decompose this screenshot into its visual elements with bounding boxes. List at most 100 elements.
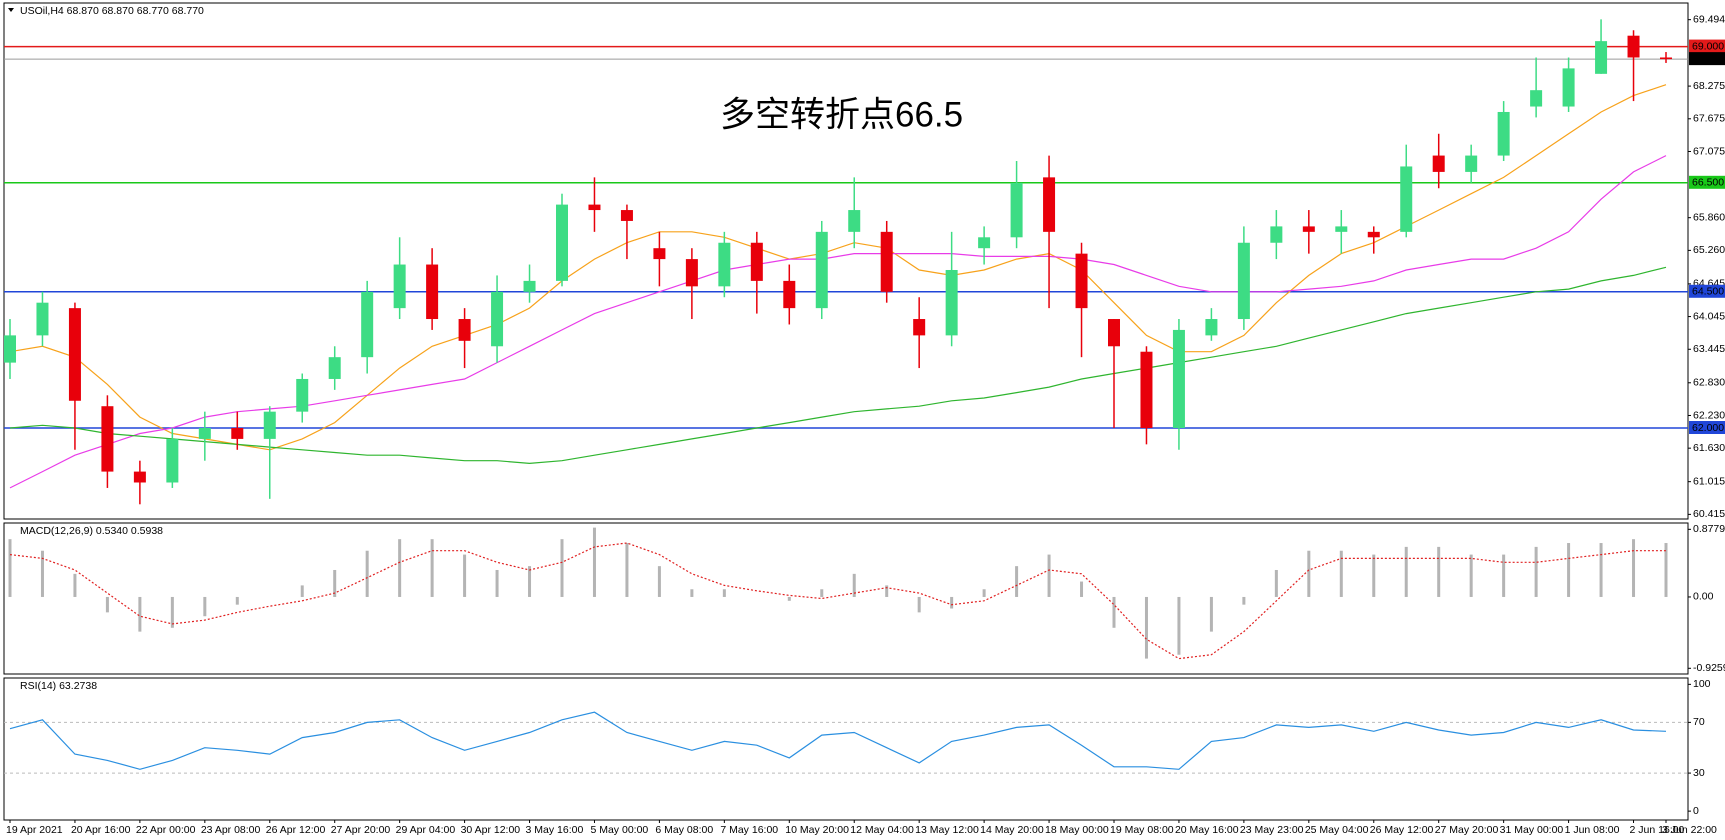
histogram-bar [1177, 596, 1181, 655]
x-tick-label: 23 May 23:00 [1240, 824, 1304, 836]
x-tick-label: 7 May 16:00 [720, 824, 778, 836]
annotation: 多空转折点66.5 [720, 95, 963, 134]
y-tick-label: 63.445 [1693, 343, 1725, 355]
candle-body [620, 210, 633, 221]
y-tick-label: 30 [1693, 767, 1705, 779]
candle-body [1108, 319, 1120, 347]
panel-title: RSI(14) 63.2738 [20, 680, 97, 692]
candle-body [166, 438, 179, 483]
candle-body [1043, 177, 1056, 232]
histogram-bar [657, 566, 661, 597]
candle-body [198, 428, 211, 439]
histogram-bar [1567, 543, 1571, 597]
candle-body [913, 319, 926, 336]
x-tick-label: 26 Apr 12:00 [266, 824, 326, 836]
histogram-bar [1437, 546, 1441, 597]
histogram-bar [787, 596, 791, 601]
candle-body [1465, 155, 1478, 172]
x-tick-label: 31 May 00:00 [1500, 824, 1564, 836]
histogram-bar [917, 596, 921, 613]
histogram-bar [690, 589, 694, 597]
candle-body [1335, 226, 1348, 232]
y-tick-label: 67.675 [1693, 113, 1725, 125]
price-label: 68.770 [1692, 53, 1724, 65]
histogram-bar [625, 543, 629, 597]
candle-body [1400, 166, 1413, 232]
candle-body [1432, 155, 1445, 172]
indicator-line [9, 542, 1666, 660]
candle-body [978, 237, 991, 249]
y-tick-label: 69.494 [1693, 13, 1725, 25]
candle-body [491, 291, 504, 347]
y-tick-label: 0.8779 [1693, 523, 1725, 535]
histogram-bar [885, 585, 889, 597]
histogram-bar [333, 569, 337, 597]
y-tick-label: 61.630 [1693, 442, 1725, 454]
x-tick-label: 30 Apr 12:00 [461, 824, 521, 836]
x-tick-label: 25 May 04:00 [1305, 824, 1369, 836]
x-tick-label: 10 May 20:00 [785, 824, 849, 836]
price-label-box [1689, 175, 1725, 189]
x-tick-label: 18 May 00:00 [1045, 824, 1109, 836]
x-tick-label: 3 Jun 22:00 [1662, 824, 1717, 836]
candle-body [393, 264, 406, 309]
price-label-box [1689, 421, 1725, 435]
histogram-bar [1404, 546, 1408, 597]
x-tick-label: 14 May 20:00 [980, 824, 1044, 836]
y-tick-label: 60.415 [1693, 508, 1725, 520]
candle-body [328, 357, 341, 379]
histogram-bar [1015, 566, 1019, 597]
candle-body [653, 248, 666, 260]
y-tick-label: 0.00 [1693, 591, 1714, 603]
x-tick-label: 22 Apr 00:00 [136, 824, 196, 836]
candle-body [1562, 68, 1575, 107]
histogram-bar [398, 539, 402, 597]
x-tick-label: 19 May 08:00 [1110, 824, 1174, 836]
candle-body [296, 378, 309, 412]
candle-body [1627, 35, 1640, 58]
candle-body [815, 231, 828, 309]
x-tick-label: 27 May 20:00 [1435, 824, 1499, 836]
histogram-bar [138, 596, 142, 632]
panel-frame [3, 2, 1689, 520]
histogram-bar [1372, 554, 1376, 597]
y-tick-label: 65.860 [1693, 211, 1725, 223]
histogram-bar [365, 550, 369, 597]
histogram-bar [1632, 539, 1636, 597]
histogram-bar [592, 527, 596, 597]
x-tick-label: 23 Apr 08:00 [201, 824, 261, 836]
histogram-bar [852, 573, 856, 597]
x-tick-label: 19 Apr 2021 [6, 824, 63, 836]
candle-body [101, 406, 114, 472]
histogram-bar [1339, 550, 1343, 597]
candle-body [718, 242, 731, 287]
price-label: 62.000 [1692, 422, 1724, 434]
histogram-bar [105, 596, 109, 613]
candle-body [1302, 226, 1315, 232]
candle-body [588, 204, 601, 211]
histogram-bar [203, 596, 207, 617]
indicator-line [9, 155, 1667, 489]
y-tick-label: 70 [1693, 716, 1705, 728]
x-tick-label: 5 May 00:00 [590, 824, 648, 836]
y-tick-label: -0.9259 [1693, 662, 1725, 674]
collapse-icon[interactable] [8, 8, 14, 12]
candle-body [556, 204, 568, 281]
candle-body [133, 471, 146, 483]
candle-body [1660, 57, 1672, 60]
candle-body [426, 264, 439, 320]
candle-body [1237, 242, 1250, 320]
candle-body [945, 269, 958, 336]
x-tick-label: 26 May 12:00 [1370, 824, 1434, 836]
y-tick-label: 62.830 [1693, 377, 1725, 389]
candle-body [263, 411, 276, 439]
histogram-bar [1664, 543, 1668, 597]
panel-title: MACD(12,26,9) 0.5340 0.5938 [20, 525, 163, 537]
x-tick-label: 27 Apr 20:00 [331, 824, 391, 836]
y-tick-label: 62.230 [1693, 409, 1725, 421]
candle-body [1172, 329, 1185, 429]
histogram-bar [560, 539, 564, 597]
histogram-bar [73, 573, 77, 597]
histogram-bar [495, 569, 499, 597]
